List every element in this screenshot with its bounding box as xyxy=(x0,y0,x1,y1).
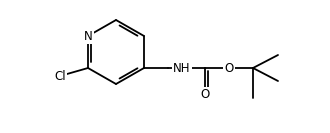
Text: Cl: Cl xyxy=(54,70,66,82)
Text: O: O xyxy=(200,88,210,101)
Text: O: O xyxy=(224,61,234,74)
Text: NH: NH xyxy=(173,61,191,74)
Text: N: N xyxy=(83,30,92,43)
